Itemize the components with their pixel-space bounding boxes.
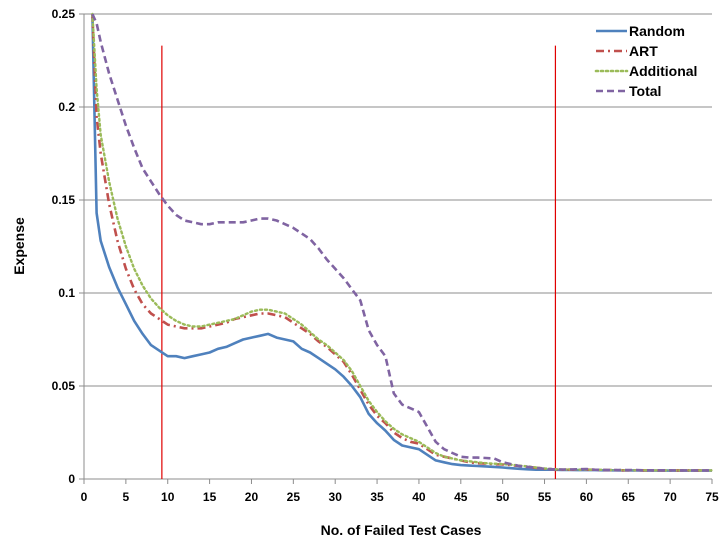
x-tick-label: 45: [454, 490, 468, 504]
x-tick-label: 20: [245, 490, 259, 504]
x-tick-label: 60: [580, 490, 594, 504]
x-tick-label: 65: [622, 490, 636, 504]
x-tick-label: 25: [287, 490, 301, 504]
y-tick-labels: 0 0.05 0.1 0.15 0.2 0.25: [52, 7, 76, 486]
x-tick-label: 0: [81, 490, 88, 504]
x-tick-label: 35: [370, 490, 384, 504]
y-tick-label: 0.05: [52, 379, 76, 393]
reference-lines: [161, 45, 557, 479]
x-axis-title: No. of Failed Test Cases: [321, 522, 482, 538]
series-line-additional: [91, 12, 714, 472]
x-tick-label: 5: [123, 490, 130, 504]
x-tick-label: 30: [329, 490, 343, 504]
y-tick-label: 0.15: [52, 193, 76, 207]
y-tick-label: 0.1: [58, 286, 75, 300]
x-tick-label: 10: [161, 490, 175, 504]
x-tick-label: 70: [663, 490, 677, 504]
y-tick-label: 0.25: [52, 7, 76, 21]
x-tick-label: 55: [538, 490, 552, 504]
series-lines: [91, 12, 714, 472]
x-tick-label: 50: [496, 490, 510, 504]
series-line-total: [91, 13, 712, 472]
legend-label: Total: [629, 83, 661, 99]
legend: Random ART Additional Total: [594, 23, 697, 99]
legend-label: Random: [629, 23, 685, 39]
series-line-random: [91, 13, 712, 472]
series-line-art: [91, 13, 712, 472]
legend-label: ART: [629, 43, 658, 59]
grid-lines: [84, 13, 712, 387]
legend-label: Additional: [629, 63, 697, 79]
axes: [79, 13, 713, 484]
y-axis-title: Expense: [11, 217, 27, 275]
x-tick-label: 75: [705, 490, 719, 504]
x-tick-labels: 0 5 10 15 20 25 30 35 40 45 50 55 60 65 70 75: [81, 490, 719, 504]
y-tick-label: 0.2: [58, 100, 75, 114]
x-tick-label: 15: [203, 490, 217, 504]
x-tick-label: 40: [412, 490, 426, 504]
y-tick-label: 0: [68, 472, 75, 486]
